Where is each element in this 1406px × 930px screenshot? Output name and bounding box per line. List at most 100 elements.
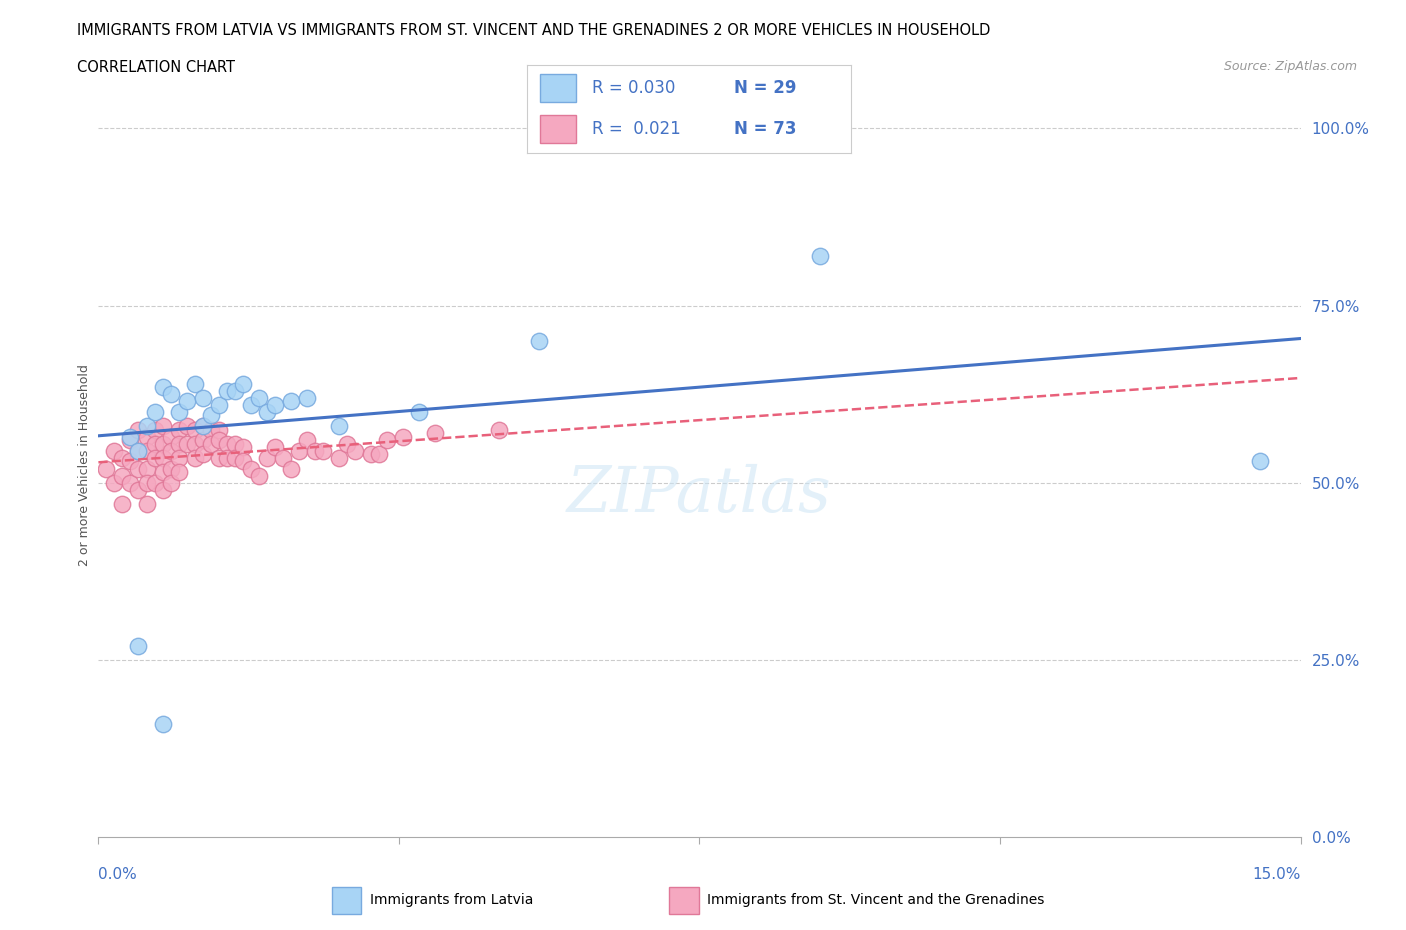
Point — [128, 461, 150, 476]
Text: N = 73: N = 73 — [734, 120, 797, 138]
Point — [263, 397, 285, 412]
Point — [232, 376, 254, 391]
Point — [152, 716, 174, 731]
Point — [191, 418, 214, 433]
Point — [152, 379, 174, 394]
Point — [159, 461, 181, 476]
Text: 15.0%: 15.0% — [1253, 867, 1301, 882]
Point — [280, 393, 302, 408]
Point — [247, 391, 270, 405]
Point — [191, 418, 214, 433]
Point — [239, 397, 262, 412]
FancyBboxPatch shape — [540, 74, 576, 102]
Point — [200, 408, 222, 423]
Point — [111, 450, 134, 465]
Point — [167, 465, 190, 480]
Point — [152, 465, 174, 480]
Point — [295, 391, 318, 405]
Point — [135, 461, 157, 476]
Point — [312, 444, 335, 458]
Text: CORRELATION CHART: CORRELATION CHART — [77, 60, 235, 75]
Point — [128, 422, 150, 437]
Point — [256, 450, 278, 465]
Point — [167, 436, 190, 451]
Point — [120, 430, 142, 445]
Point — [159, 475, 181, 490]
Point — [159, 444, 181, 458]
Point — [120, 432, 142, 447]
Point — [375, 432, 398, 447]
Point — [176, 393, 198, 408]
Point — [128, 483, 150, 498]
Point — [183, 376, 205, 391]
Point — [135, 430, 157, 445]
Point — [288, 444, 311, 458]
Point — [208, 422, 231, 437]
Text: R = 0.030: R = 0.030 — [592, 79, 675, 97]
Point — [103, 444, 125, 458]
Point — [1250, 454, 1272, 469]
Point — [159, 387, 181, 402]
Point — [368, 447, 391, 462]
FancyBboxPatch shape — [332, 887, 361, 914]
FancyBboxPatch shape — [669, 887, 699, 914]
Point — [183, 450, 205, 465]
Point — [200, 422, 222, 437]
Point — [215, 450, 238, 465]
Point — [120, 454, 142, 469]
Point — [143, 405, 166, 419]
Point — [167, 450, 190, 465]
Point — [328, 418, 350, 433]
Point — [304, 444, 326, 458]
Point — [135, 418, 157, 433]
Point — [111, 468, 134, 483]
Point — [128, 638, 150, 653]
Point — [263, 440, 285, 455]
Point — [247, 468, 270, 483]
Point — [208, 450, 231, 465]
Text: N = 29: N = 29 — [734, 79, 797, 97]
Text: Source: ZipAtlas.com: Source: ZipAtlas.com — [1223, 60, 1357, 73]
Text: 0.0%: 0.0% — [98, 867, 138, 882]
Point — [135, 444, 157, 458]
Text: R =  0.021: R = 0.021 — [592, 120, 681, 138]
Point — [96, 461, 118, 476]
Point — [215, 383, 238, 398]
Point — [191, 447, 214, 462]
Point — [271, 450, 294, 465]
Point — [343, 444, 366, 458]
Point — [200, 436, 222, 451]
Point — [103, 475, 125, 490]
Point — [392, 430, 415, 445]
Point — [143, 436, 166, 451]
Point — [159, 430, 181, 445]
FancyBboxPatch shape — [540, 114, 576, 143]
Y-axis label: 2 or more Vehicles in Household: 2 or more Vehicles in Household — [79, 364, 91, 566]
Point — [423, 426, 446, 441]
Point — [239, 461, 262, 476]
Point — [224, 450, 246, 465]
Point — [111, 497, 134, 512]
Point — [232, 454, 254, 469]
Point — [167, 422, 190, 437]
Point — [529, 334, 551, 349]
Point — [360, 447, 382, 462]
Point — [152, 436, 174, 451]
Point — [152, 450, 174, 465]
Point — [224, 383, 246, 398]
Point — [224, 436, 246, 451]
Point — [208, 397, 231, 412]
Point — [488, 422, 510, 437]
Point — [176, 418, 198, 433]
Point — [128, 444, 150, 458]
Point — [128, 444, 150, 458]
Point — [176, 436, 198, 451]
Point — [135, 497, 157, 512]
Point — [183, 436, 205, 451]
Point — [208, 432, 231, 447]
Point — [135, 475, 157, 490]
Point — [120, 475, 142, 490]
Point — [191, 391, 214, 405]
Point — [408, 405, 430, 419]
Text: Immigrants from St. Vincent and the Grenadines: Immigrants from St. Vincent and the Gren… — [707, 893, 1045, 907]
